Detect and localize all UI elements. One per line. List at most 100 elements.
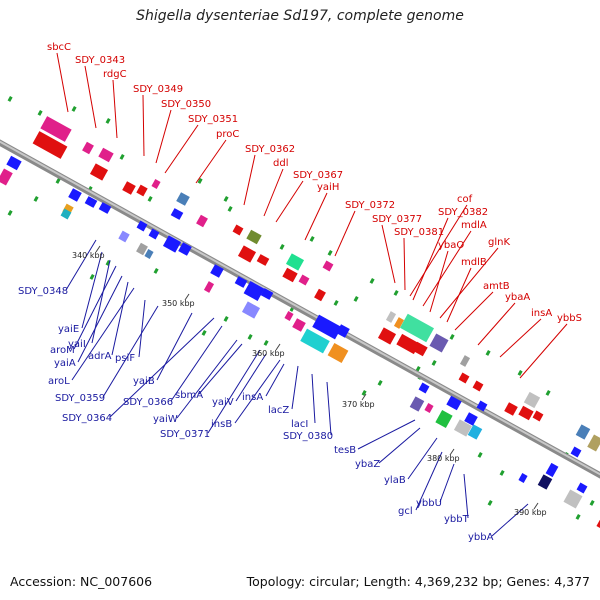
reverse-gene-label: yaiB <box>133 376 155 387</box>
reverse-leader-line <box>109 317 215 418</box>
reverse-gene-label: insB <box>211 419 232 430</box>
gene-feature <box>429 333 449 353</box>
gene-feature <box>292 318 306 332</box>
gene-feature <box>98 147 114 163</box>
forward-gene-label: glnK <box>488 237 510 248</box>
forward-leader-line <box>454 291 494 331</box>
reverse-leader-line <box>198 343 243 395</box>
tick-label: 360 kbp <box>252 349 285 358</box>
forward-gene-label: mdlA <box>461 220 487 231</box>
gene-feature <box>587 434 600 452</box>
forward-gene-label: SDY_0382 <box>438 207 488 218</box>
forward-gene-label: amtB <box>483 281 510 292</box>
gene-feature <box>234 276 248 288</box>
feature-dot <box>449 333 455 340</box>
gene-feature <box>136 220 148 232</box>
forward-leader-line <box>409 204 468 297</box>
gene-feature <box>312 314 342 340</box>
feature-dot <box>361 389 367 396</box>
tick-label: 350 kbp <box>162 299 195 308</box>
forward-gene-label: ybaA <box>505 292 530 303</box>
gene-feature <box>314 288 326 302</box>
gene-feature <box>377 327 397 345</box>
gene-feature <box>118 230 130 243</box>
gene-feature <box>322 260 334 272</box>
gene-feature <box>518 473 528 483</box>
reverse-leader-line <box>176 339 238 419</box>
reverse-leader-line <box>491 503 529 537</box>
reverse-gene-label: tesB <box>334 445 356 456</box>
reverse-leader-line <box>415 451 443 511</box>
forward-gene-label: mdlB <box>461 257 487 268</box>
feature-dot <box>499 470 505 476</box>
feature-dot <box>33 195 39 202</box>
gene-feature <box>237 245 257 263</box>
forward-gene-label: SDY_0350 <box>161 99 211 110</box>
gene-feature <box>203 281 215 293</box>
gene-feature <box>596 519 600 529</box>
forward-leader-line <box>439 247 499 319</box>
gene-feature <box>537 474 553 490</box>
forward-leader-line <box>195 139 227 184</box>
gene-feature <box>82 141 94 155</box>
feature-dot <box>153 267 159 274</box>
gene-feature <box>246 229 262 245</box>
gene-feature <box>563 489 583 509</box>
forward-gene-label: rdgC <box>103 69 127 80</box>
gene-feature <box>523 391 541 409</box>
reverse-leader-line <box>65 239 97 291</box>
reverse-leader-line <box>138 299 146 358</box>
gene-feature <box>467 424 483 440</box>
gene-feature <box>418 382 430 394</box>
forward-leader-line <box>155 109 172 164</box>
tick-mark <box>275 343 281 351</box>
forward-leader-line <box>446 267 472 323</box>
feature-dot <box>279 243 285 250</box>
reverse-gene-label: yaiW <box>153 414 178 425</box>
gene-feature <box>136 242 148 256</box>
forward-gene-label: SDY_0349 <box>133 84 183 95</box>
reverse-leader-line <box>378 427 421 464</box>
reverse-gene-label: SDY_0380 <box>283 431 333 442</box>
forward-leader-line <box>499 318 542 358</box>
forward-labels: sbcC SDY_0343 rdgC SDY_0349 SDY_0350 SDY_0351… <box>47 42 582 324</box>
feature-dot <box>7 210 13 216</box>
reverse-gene-label: yaiV <box>212 397 234 408</box>
feature-dot <box>263 340 269 346</box>
gene-feature <box>178 242 192 256</box>
label-leaders <box>56 52 568 537</box>
gene-feature <box>122 181 136 195</box>
feature-dot <box>223 196 229 202</box>
reverse-leader-line <box>73 265 117 350</box>
feature-dots <box>7 96 595 520</box>
gene-feature <box>151 179 161 189</box>
reverse-leader-line <box>463 473 469 519</box>
gene-feature <box>327 342 349 364</box>
gene-feature <box>285 253 305 271</box>
gene-feature <box>170 208 184 220</box>
tick-mark <box>449 448 455 456</box>
accession-text: Accession: NC_007606 <box>10 574 153 589</box>
feature-dot <box>589 499 595 506</box>
forward-gene-label: SDY_0372 <box>345 200 395 211</box>
tick-label: 340 kbp <box>72 251 105 260</box>
feature-dot <box>309 235 315 242</box>
reverse-gene-label: ybaZ <box>355 459 380 470</box>
feature-dot <box>393 290 399 296</box>
reverse-leader-line <box>407 437 438 480</box>
reverse-leader-line <box>234 359 281 424</box>
tick-mark <box>184 293 190 301</box>
feature-dot <box>37 110 43 116</box>
feature-dot <box>147 195 153 202</box>
forward-gene-label: ybbS <box>557 313 582 324</box>
forward-gene-label: SDY_0381 <box>394 227 444 238</box>
feature-dot <box>377 380 383 386</box>
gene-feature <box>446 395 462 411</box>
feature-dot <box>71 106 77 112</box>
forward-gene-label: SDY_0362 <box>245 144 295 155</box>
tick-mark <box>361 393 367 401</box>
tick-label: 370 kbp <box>342 400 375 409</box>
gene-feature <box>576 482 588 494</box>
forward-gene-label: SDY_0343 <box>75 55 125 66</box>
feature-dot <box>7 96 13 102</box>
